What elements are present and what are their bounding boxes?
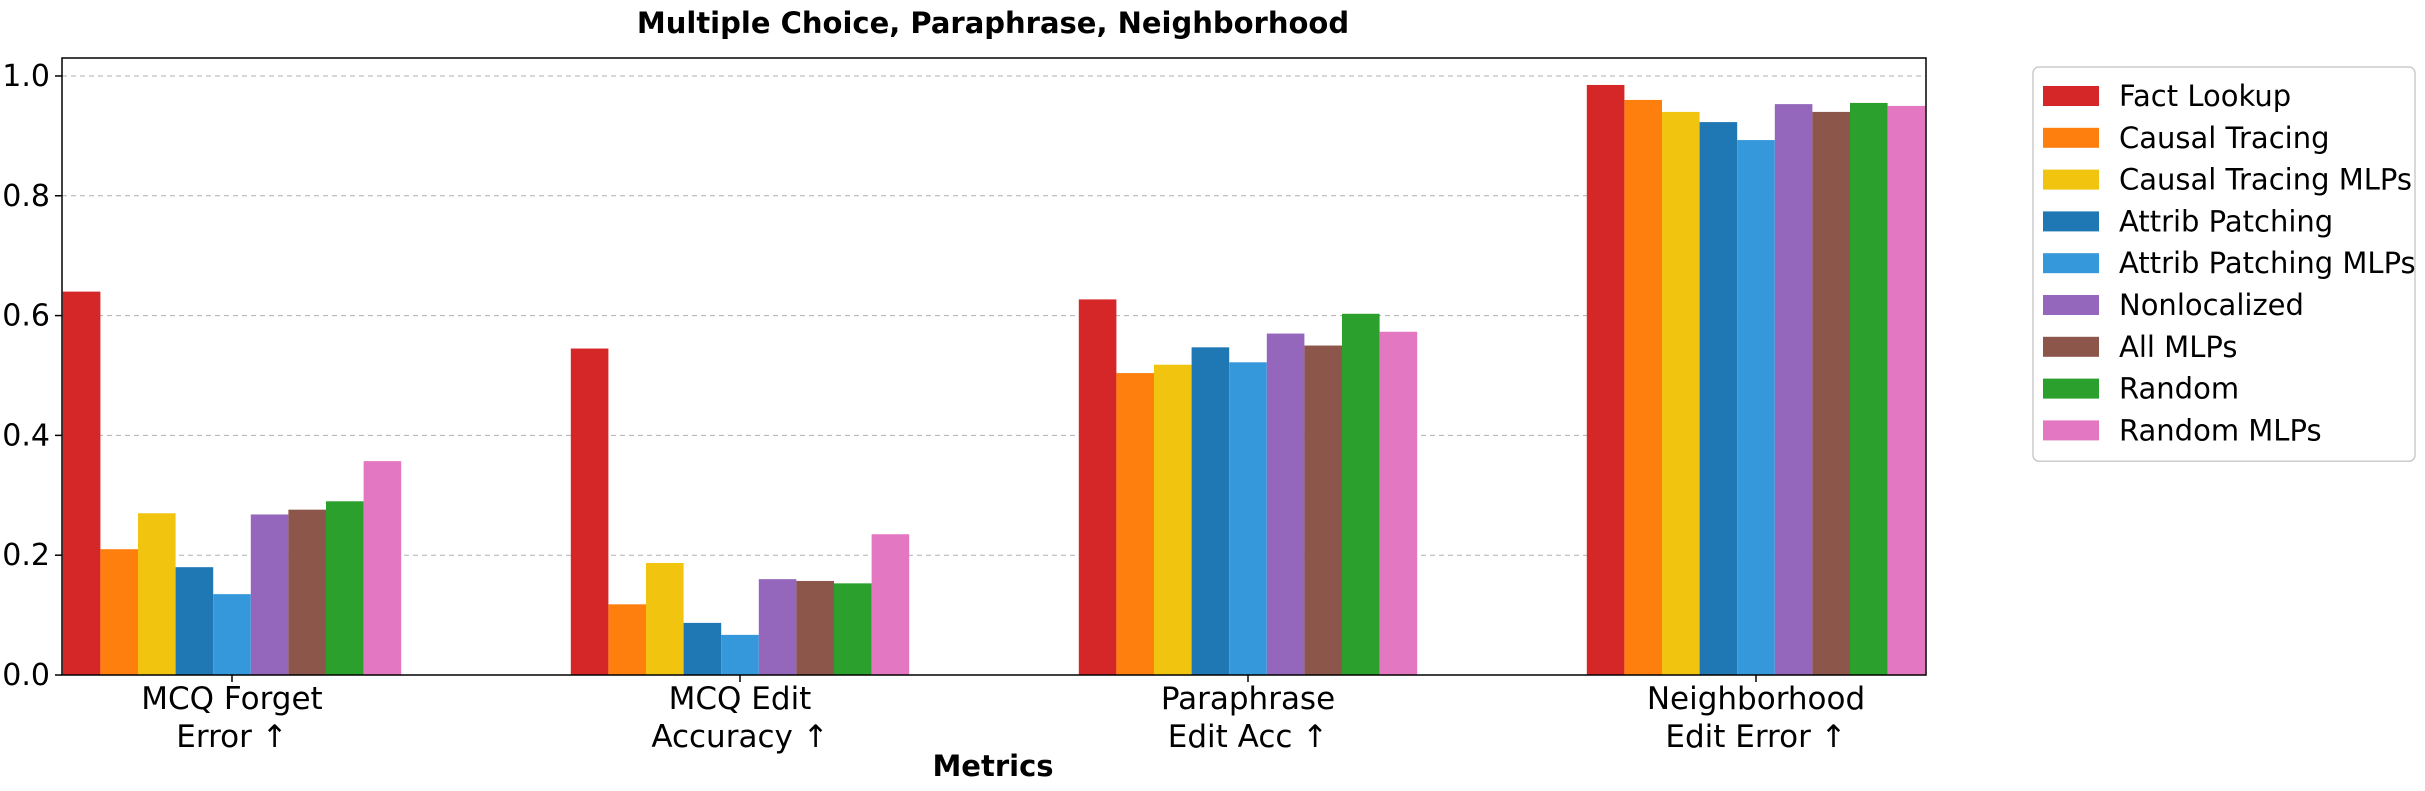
legend-label: Attrib Patching MLPs — [2119, 246, 2416, 280]
bar-fact-lookup — [570, 348, 609, 675]
legend-swatch — [2043, 253, 2099, 274]
x-tick-label: MCQ Forget — [141, 681, 322, 717]
legend-label: All MLPs — [2119, 330, 2237, 364]
legend-swatch — [2043, 295, 2099, 315]
bar-nonlocalized — [1266, 333, 1305, 675]
bar-fact-lookup — [62, 291, 101, 675]
legend-swatch — [2043, 169, 2099, 190]
legend-swatch — [2043, 336, 2099, 357]
bar-causal-tracing-mlps — [1154, 364, 1192, 675]
bar-causal-tracing — [100, 549, 138, 675]
bar-attrib-patching — [1699, 122, 1738, 675]
legend-label: Nonlocalized — [2119, 288, 2304, 322]
y-tick-label: 0.4 — [2, 418, 50, 453]
x-tick-label: Error ↑ — [176, 719, 287, 755]
bar-causal-tracing — [608, 604, 646, 675]
bar-nonlocalized — [758, 579, 797, 675]
legend-swatch — [2043, 86, 2099, 106]
bar-fact-lookup — [1586, 84, 1625, 676]
y-tick-label: 1.0 — [2, 59, 50, 94]
plot-frame — [61, 57, 1927, 676]
y-tick-label: 0.6 — [2, 299, 50, 334]
bar-all-mlps — [1304, 345, 1342, 675]
y-tick-label: 0.8 — [2, 179, 50, 214]
x-tick-label: Neighborhood — [1647, 681, 1865, 717]
bar-attrib-patching — [175, 567, 214, 675]
bar-attrib-patching-mlps — [1737, 140, 1775, 675]
x-tick-label: Edit Error ↑ — [1665, 719, 1846, 755]
legend-swatch — [2043, 420, 2099, 441]
bar-random — [834, 583, 872, 675]
chart-title: Multiple Choice, Paraphrase, Neighborhoo… — [637, 6, 1349, 40]
bar-nonlocalized — [1774, 104, 1813, 675]
x-tick-label: Paraphrase — [1161, 681, 1335, 717]
legend-box — [2032, 66, 2416, 462]
bar-random — [1850, 102, 1888, 675]
legend-label: Random — [2119, 372, 2239, 406]
bar-all-mlps — [288, 509, 326, 675]
bar-causal-tracing — [1624, 99, 1662, 676]
legend: Fact Lookup Causal Tracing Causal Tracing … — [2032, 66, 2416, 462]
legend-swatch — [2043, 127, 2099, 148]
legend-label: Fact Lookup — [2119, 79, 2291, 113]
bar-random-mlps — [1887, 105, 1926, 675]
bar-fact-lookup — [1078, 299, 1117, 675]
bar-attrib-patching-mlps — [213, 594, 251, 675]
bar-causal-tracing-mlps — [646, 562, 684, 675]
bar-random-mlps — [1379, 331, 1418, 675]
legend-swatch — [2043, 378, 2099, 399]
y-tick-label: 0.2 — [2, 538, 50, 573]
legend-swatch — [2043, 211, 2099, 232]
legend-label: Causal Tracing MLPs — [2119, 163, 2412, 197]
bar-attrib-patching — [1191, 347, 1230, 675]
legend-label: Causal Tracing — [2119, 121, 2330, 155]
bar-causal-tracing-mlps — [1662, 111, 1700, 676]
bar-all-mlps — [1812, 111, 1850, 676]
bar-attrib-patching-mlps — [721, 634, 759, 675]
bar-causal-tracing-mlps — [138, 513, 176, 675]
bar-random-mlps — [363, 461, 402, 675]
bar-causal-tracing — [1116, 373, 1154, 675]
bar-all-mlps — [796, 580, 834, 675]
bar-random — [1342, 313, 1380, 675]
bar-random — [326, 501, 364, 675]
x-tick-label: Edit Acc ↑ — [1168, 719, 1328, 755]
bar-attrib-patching-mlps — [1229, 362, 1267, 675]
legend-label: Attrib Patching — [2119, 204, 2333, 238]
x-tick-label: Accuracy ↑ — [651, 719, 828, 755]
legend-label: Random MLPs — [2119, 413, 2322, 447]
y-tick-label: 0.0 — [2, 658, 50, 693]
y-axis: 0.0 0.2 0.4 0.6 0.8 1.0 — [2, 59, 62, 693]
bar-attrib-patching — [683, 622, 722, 675]
x-tick-label: MCQ Edit — [669, 681, 812, 717]
x-axis-label: Metrics — [932, 749, 1053, 783]
bar-nonlocalized — [250, 514, 289, 675]
bar-random-mlps — [871, 534, 910, 675]
bars — [62, 84, 1926, 676]
